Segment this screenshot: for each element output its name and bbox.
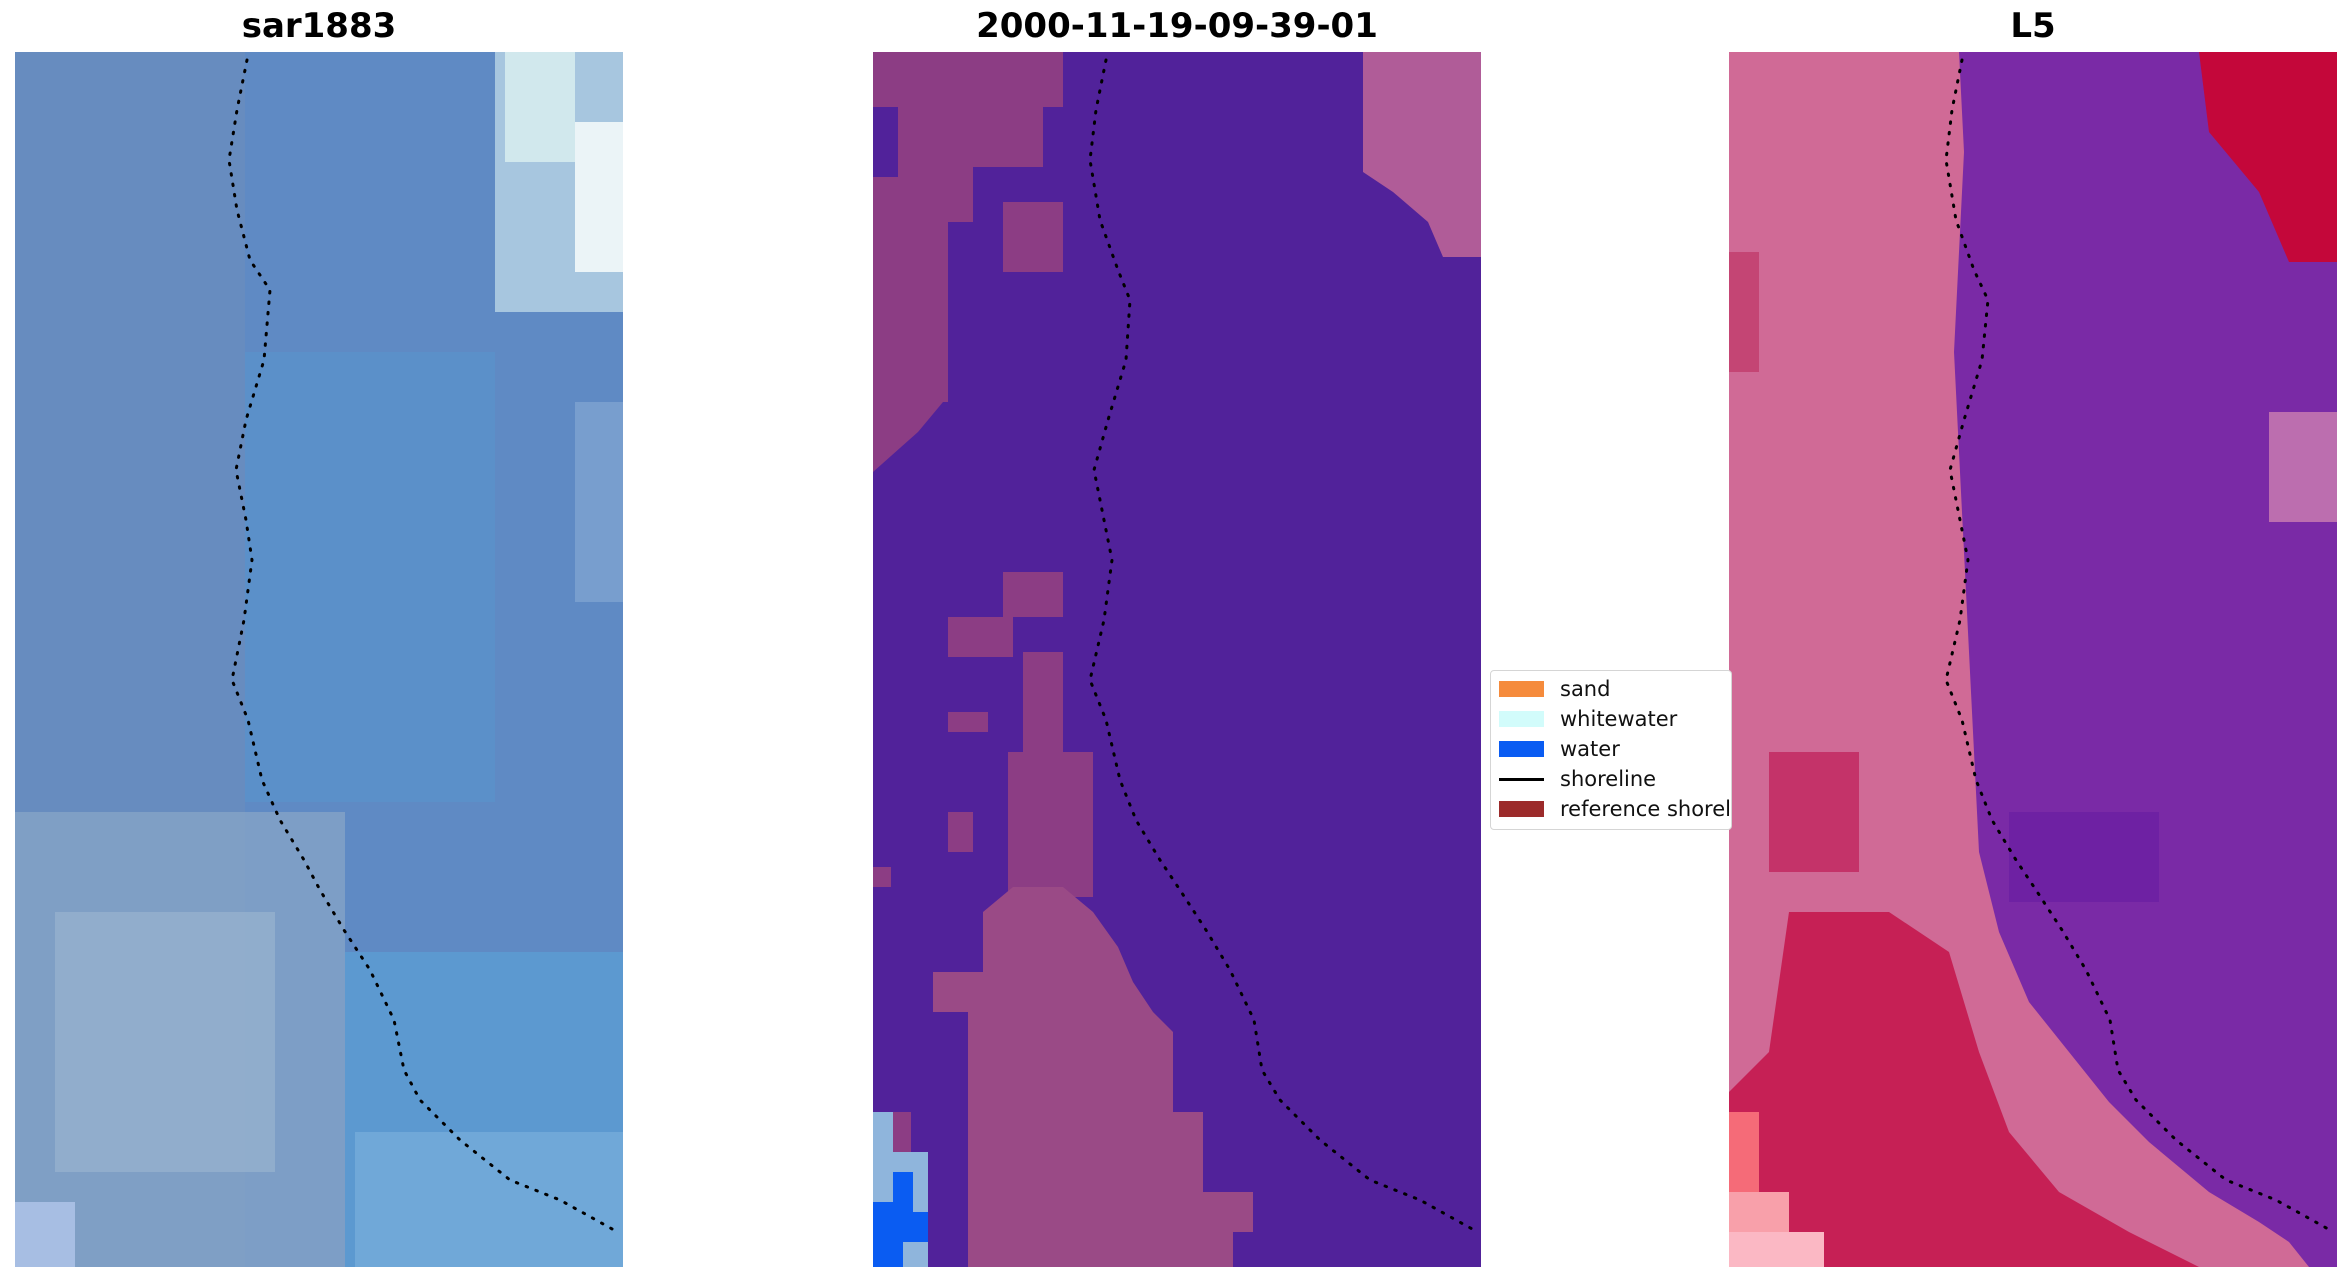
index-image [1729, 52, 2337, 1267]
legend: sand whitewater water shoreline referenc… [1490, 670, 1732, 830]
legend-label-whitewater: whitewater [1560, 707, 1678, 731]
legend-swatch-whitewater [1499, 711, 1544, 727]
legend-label-water: water [1560, 737, 1620, 761]
legend-label-shoreline: shoreline [1560, 767, 1657, 791]
classified-image [873, 52, 1481, 1267]
rgb-image-panel [15, 52, 623, 1267]
legend-swatch-water [1499, 741, 1544, 757]
legend-item-reference-shoreline: reference shoreline [1499, 797, 1731, 821]
legend-item-sand: sand [1499, 677, 1610, 701]
panel-title-sar: sar1883 [241, 6, 397, 46]
legend-swatch-sand [1499, 681, 1544, 697]
rgb-image [15, 52, 623, 1267]
legend-label-reference-shoreline: reference shoreline [1560, 797, 1731, 821]
index-image-panel [1729, 52, 2337, 1267]
panel-title-date: 2000-11-19-09-39-01 [976, 6, 1378, 46]
panel-title-l5: L5 [2010, 6, 2056, 46]
classified-image-panel [873, 52, 1481, 1267]
legend-item-water: water [1499, 737, 1620, 761]
legend-item-whitewater: whitewater [1499, 707, 1677, 731]
legend-line-shoreline [1499, 777, 1544, 781]
legend-item-shoreline: shoreline [1499, 767, 1656, 791]
legend-swatch-reference-shoreline [1499, 801, 1544, 817]
legend-label-sand: sand [1560, 677, 1611, 701]
